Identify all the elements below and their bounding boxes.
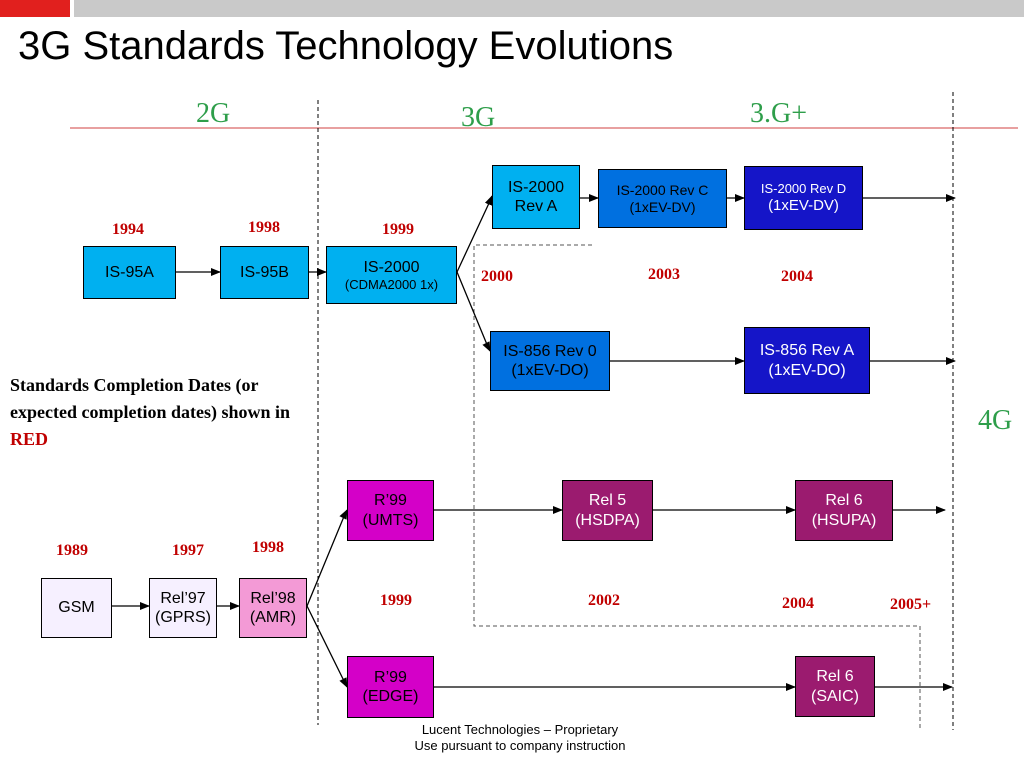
node-r99-umts-line1: R’99 — [374, 492, 407, 510]
footer-line1: Lucent Technologies – Proprietary — [421, 722, 619, 737]
year-rel6: 2004 — [782, 595, 814, 612]
year-is95b: 1998 — [248, 219, 280, 236]
node-is2000: IS-2000 (CDMA2000 1x) — [326, 246, 457, 304]
era-label-4g: 4G — [978, 405, 1013, 436]
year-is2000-revd: 2004 — [781, 268, 813, 285]
node-is2000-revd-line1: IS-2000 Rev D — [760, 181, 847, 197]
node-r99-edge: R’99 (EDGE) — [347, 656, 434, 718]
year-is95a: 1994 — [112, 221, 144, 238]
node-is2000-reva-line2: Rev A — [514, 198, 558, 215]
year-rel97: 1997 — [172, 542, 204, 559]
node-rel6-saic-line1: Rel 6 — [816, 668, 854, 686]
node-is856-rev0-line1: IS-856 Rev 0 — [503, 342, 597, 360]
node-gsm: GSM — [41, 578, 112, 638]
year-is2000: 1999 — [382, 221, 414, 238]
year-rel98: 1998 — [252, 539, 284, 556]
node-rel6-hsupa-line2: (HSUPA) — [811, 511, 877, 529]
node-is95a: IS-95A — [83, 246, 176, 299]
node-is2000-revc: IS-2000 Rev C (1xEV-DV) — [598, 169, 727, 228]
node-is2000-line1: IS-2000 — [363, 258, 420, 276]
node-r99-umts-line2: (UMTS) — [362, 511, 419, 529]
node-is2000-revc-line2: (1xEV-DV) — [629, 198, 696, 215]
node-is95a-label: IS-95A — [105, 263, 154, 281]
node-rel97-line1: Rel’97 — [160, 589, 206, 607]
node-is856-reva: IS-856 Rev A (1xEV-DO) — [744, 327, 870, 394]
node-is856-reva-line1: IS-856 Rev A — [759, 342, 855, 360]
node-is2000-revd: IS-2000 Rev D (1xEV-DV) — [744, 166, 863, 230]
node-is2000-reva: IS-2000 Rev A — [492, 165, 580, 229]
node-is2000-revd-line2: (1xEV-DV) — [768, 196, 839, 214]
node-is856-rev0-line2: (1xEV-DO) — [511, 362, 589, 379]
node-rel98-line2: (AMR) — [249, 609, 297, 626]
node-rel5-line2: (HSDPA) — [575, 511, 640, 529]
footer: Lucent Technologies – Proprietary Use pu… — [330, 722, 710, 755]
node-is2000-line2: (CDMA2000 1x) — [344, 276, 439, 292]
title-rule-bar — [74, 0, 1024, 17]
node-rel98: Rel’98 (AMR) — [239, 578, 307, 638]
slide-title: 3G Standards Technology Evolutions — [18, 24, 674, 68]
node-is95b-label: IS-95B — [240, 263, 289, 281]
note-highlight: RED — [10, 429, 49, 449]
node-gsm-label: GSM — [58, 599, 95, 617]
node-rel6-saic: Rel 6 (SAIC) — [795, 656, 875, 717]
arrow-is2000-reva — [456, 195, 493, 273]
footer-line2: Use pursuant to company instruction — [414, 738, 626, 754]
arrow-rel98-umts — [306, 509, 348, 607]
node-r99-umts: R’99 (UMTS) — [347, 480, 434, 541]
era-label-3gplus: 3.G+ — [750, 98, 808, 129]
node-is856-rev0: IS-856 Rev 0 (1xEV-DO) — [490, 331, 610, 391]
title-accent-bar — [0, 0, 70, 17]
era-label-3g: 3G — [461, 102, 496, 133]
completion-dates-note: Standards Completion Dates (or expected … — [10, 372, 300, 453]
node-rel6-hsupa: Rel 6 (HSUPA) — [795, 480, 893, 541]
node-r99-edge-line2: (EDGE) — [362, 688, 419, 705]
arrow-is2000-is856 — [456, 271, 491, 352]
node-is2000-revc-line1: IS-2000 Rev C — [616, 181, 709, 198]
node-r99-edge-line1: R’99 — [374, 668, 407, 686]
arrow-rel98-edge — [306, 605, 348, 688]
node-rel6-saic-line2: (SAIC) — [811, 687, 859, 705]
node-rel97-line2: (GPRS) — [155, 609, 211, 626]
node-rel98-line1: Rel’98 — [250, 589, 296, 607]
node-rel97: Rel’97 (GPRS) — [149, 578, 217, 638]
note-text: Standards Completion Dates (or expected … — [10, 375, 290, 422]
era-label-2g: 2G — [196, 98, 231, 129]
year-r99: 1999 — [380, 592, 412, 609]
node-rel5-line1: Rel 5 — [588, 492, 627, 510]
region-3gplus-outline — [473, 244, 921, 730]
node-rel6-hsupa-line1: Rel 6 — [825, 492, 863, 510]
year-gsm: 1989 — [56, 542, 88, 559]
year-is2000-revc: 2003 — [648, 266, 680, 283]
year-is2000-reva: 2000 — [481, 268, 513, 285]
node-is856-reva-line2: (1xEV-DO) — [768, 361, 846, 379]
node-is2000-reva-line1: IS-2000 — [507, 178, 565, 196]
node-is95b: IS-95B — [220, 246, 309, 299]
year-4g-transition: 2005+ — [890, 596, 932, 613]
year-rel5: 2002 — [588, 592, 620, 609]
node-rel5: Rel 5 (HSDPA) — [562, 480, 653, 541]
